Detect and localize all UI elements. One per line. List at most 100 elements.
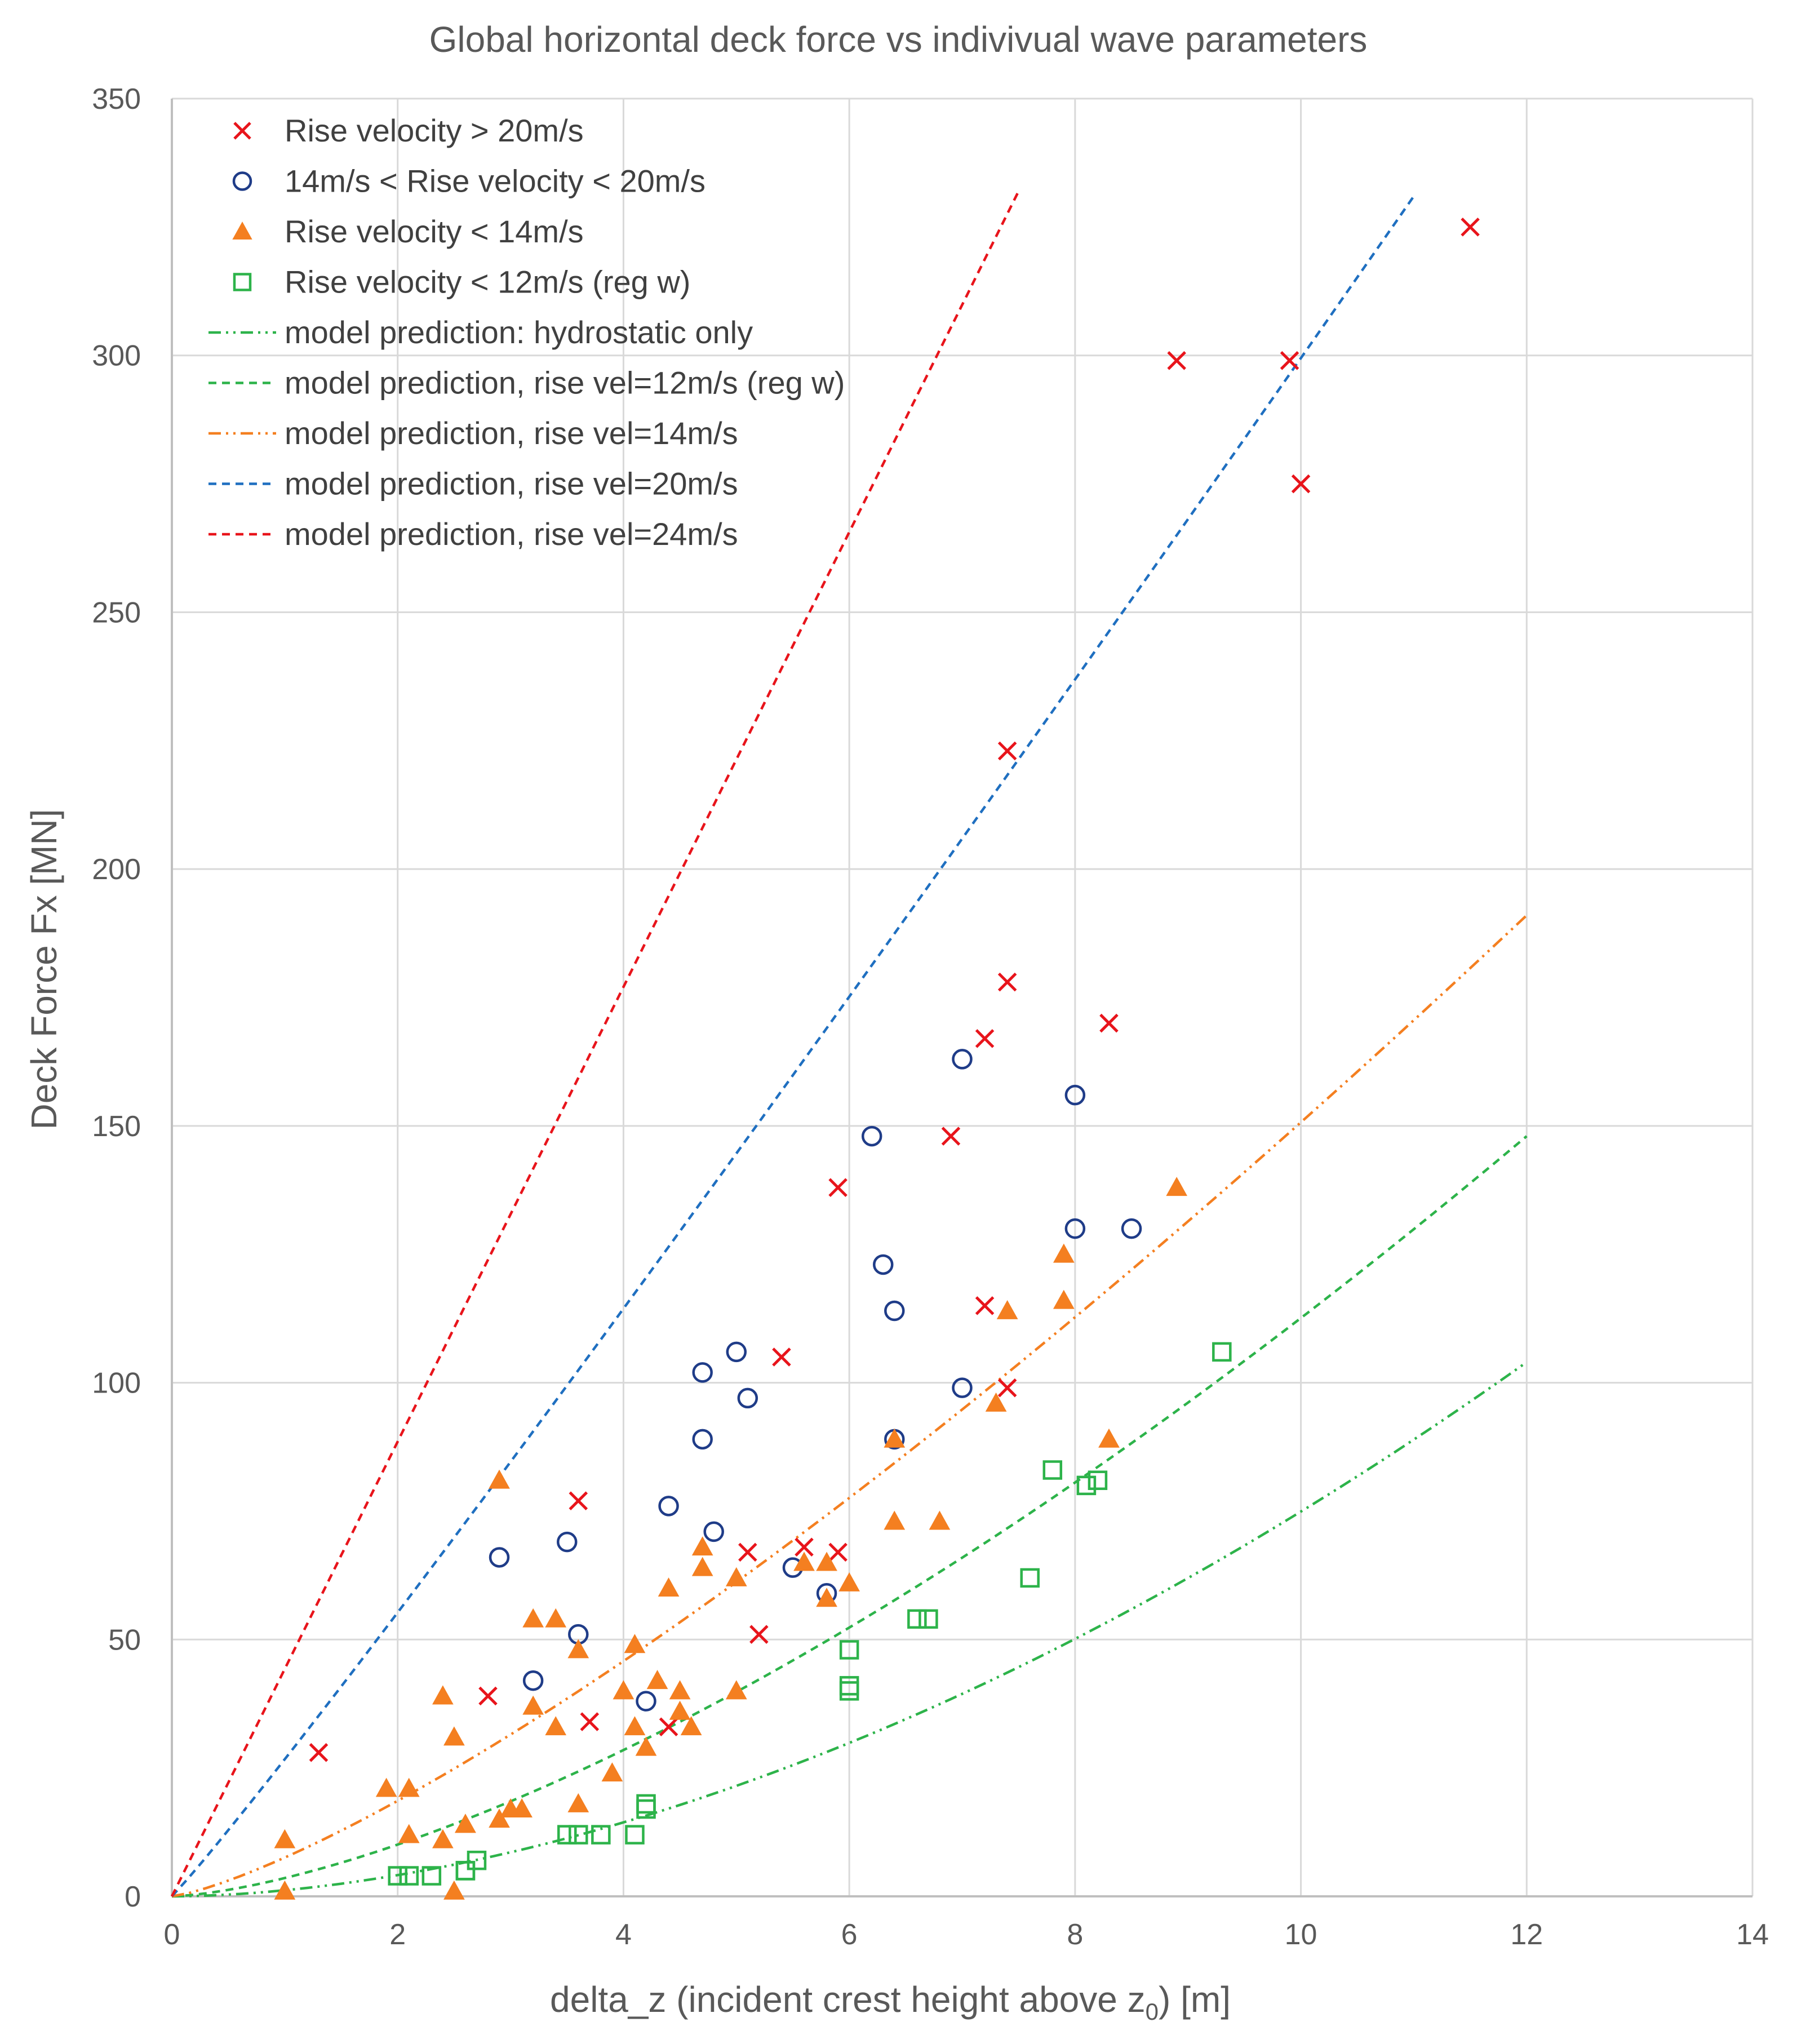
legend-label-model-3: model prediction, rise vel=20m/s [285,466,738,502]
data-point-series-1 [1064,1218,1086,1239]
legend-label-model-1: model prediction, rise vel=12m/s (reg w) [285,365,845,401]
data-point-series-0-stroke [569,1491,588,1510]
data-point-series-3 [467,1850,487,1870]
data-point-series-3 [399,1866,419,1886]
data-point-series-3 [1212,1342,1232,1362]
data-point-series-2 [725,1567,747,1586]
data-point-series-1 [737,1387,758,1409]
data-point-series-2 [489,1469,510,1489]
data-point-series-2 [398,1777,420,1797]
data-point-series-0 [975,1029,995,1048]
data-point-series-0-stroke [738,1542,757,1562]
legend-label-model-4: model prediction, rise vel=24m/s [285,516,738,552]
data-point-series-0 [738,1542,757,1562]
data-point-series-0 [1099,1013,1119,1033]
data-point-series-3 [1042,1460,1063,1480]
data-point-series-2 [985,1392,1007,1412]
data-point-series-0-stroke [772,1347,791,1367]
legend-marker-3 [233,273,252,291]
data-point-series-0 [309,1743,329,1762]
x-axis-label-main: delta_z (incident crest height above z [550,1979,1146,2020]
axes [171,99,1752,1897]
data-point-series-0 [975,1296,995,1315]
data-point-series-2 [545,1608,567,1628]
x-axis-label-subscript: 0 [1146,1998,1159,2025]
model-prediction-lines [170,190,1528,1898]
data-point-series-2 [443,1880,465,1900]
legend-label-3: Rise velocity < 12m/s (reg w) [285,264,690,300]
data-point-series-0 [941,1127,961,1146]
data-point-series-3 [557,1825,577,1845]
data-point-series-3 [919,1609,938,1629]
data-point-series-3 [1020,1568,1040,1588]
data-point-series-2 [1053,1289,1075,1309]
data-point-series-0 [795,1537,814,1557]
data-point-series-0-stroke [828,1178,848,1197]
data-point-series-0 [478,1686,498,1706]
data-point-series-0 [1291,474,1311,494]
data-point-series-0-stroke [1291,474,1311,494]
model-line-0 [171,1361,1528,1898]
data-point-series-2 [511,1798,533,1817]
y-tick-label: 100 [92,1367,141,1400]
data-point-series-0 [997,1378,1017,1398]
data-point-series-3 [839,1681,859,1701]
legend: Rise velocity > 20m/s 14m/s < Rise veloci… [208,113,845,552]
data-point-series-2 [996,1300,1018,1319]
data-point-series-2 [522,1608,544,1628]
data-point-series-2 [489,1808,510,1828]
data-point-series-0-stroke [997,741,1017,761]
data-point-series-2 [658,1577,680,1597]
data-point-series-0-stroke [997,972,1017,992]
x-tick-label: 12 [1510,1918,1543,1951]
x-axis-label: delta_z (incident crest height above z0)… [550,1979,1231,2025]
data-point-series-2 [884,1428,906,1448]
x-tick-label: 10 [1285,1918,1317,1951]
data-point-series-2 [725,1680,747,1700]
data-point-series-0-stroke [309,1743,329,1762]
x-tick-label: 14 [1736,1918,1769,1951]
legend-marker-0-stroke [233,122,251,140]
data-point-series-1 [873,1254,894,1275]
data-point-series-2 [1098,1428,1120,1448]
data-point-series-3 [421,1866,442,1886]
data-point-series-2 [1166,1177,1188,1196]
data-point-series-2 [793,1551,815,1571]
data-point-series-3 [591,1825,611,1845]
data-point-series-3 [636,1799,656,1819]
data-point-series-3 [839,1640,859,1660]
data-point-series-0-stroke [1461,218,1480,237]
y-tick-label: 0 [125,1881,141,1913]
data-point-series-1 [1064,1084,1086,1106]
legend-label-model-2: model prediction, rise vel=14m/s [285,415,738,451]
data-point-series-3 [569,1825,588,1845]
x-tick-label: 2 [389,1918,406,1951]
data-point-series-2 [613,1680,635,1700]
data-point-series-1 [884,1300,905,1322]
data-point-series-2 [455,1814,476,1833]
data-point-series-0-stroke [975,1296,995,1315]
data-point-series-0-stroke [478,1686,498,1706]
y-tick-label: 200 [92,853,141,886]
data-point-series-2 [680,1716,702,1736]
data-point-series-2 [816,1551,837,1571]
legend-marker-0 [233,122,251,140]
data-point-series-2 [691,1536,713,1556]
data-point-series-3 [1088,1470,1108,1490]
x-axis-label-suffix: ) [m] [1159,1979,1231,2020]
y-axis-label: Deck Force Fx [MN] [24,809,64,1130]
data-point-series-1 [952,1049,973,1070]
data-point-series-0-stroke [1099,1013,1119,1033]
data-point-series-2 [669,1680,691,1700]
data-point-series-0-stroke [659,1717,678,1736]
data-points [274,218,1480,1900]
data-point-series-0-stroke [997,1378,1017,1398]
data-point-series-0 [1461,218,1480,237]
y-tick-label: 350 [92,83,141,116]
data-point-series-0-stroke [941,1127,961,1146]
data-point-series-1 [952,1377,973,1398]
data-point-series-1 [692,1362,713,1383]
y-tick-label: 150 [92,1110,141,1143]
data-point-series-1 [692,1429,713,1450]
data-point-series-0-stroke [580,1712,600,1731]
